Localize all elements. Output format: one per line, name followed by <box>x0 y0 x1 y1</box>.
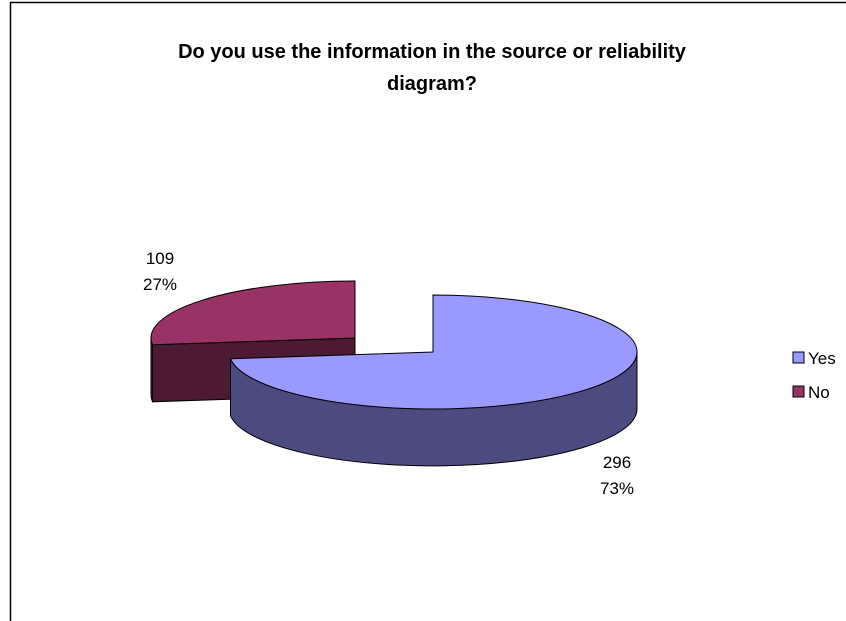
chart-title-line-2: diagram? <box>387 73 477 95</box>
data-label-yes-value: 296 <box>603 453 631 472</box>
chart-border <box>9 1 846 621</box>
pie-slice-yes <box>229 294 638 467</box>
legend-label-no: No <box>808 383 830 402</box>
legend-swatch-no <box>792 385 805 398</box>
legend: Yes No <box>792 349 836 402</box>
data-label-no-value: 109 <box>146 249 174 268</box>
pie-slice-no-top <box>150 280 356 346</box>
chart-title-line-1: Do you use the information in the source… <box>178 41 687 63</box>
data-label-yes-percent: 73% <box>600 479 634 498</box>
legend-swatch-yes <box>792 351 805 364</box>
legend-label-yes: Yes <box>808 349 836 368</box>
data-label-no-percent: 27% <box>143 275 177 294</box>
pie-slice-yes-top <box>229 294 638 410</box>
